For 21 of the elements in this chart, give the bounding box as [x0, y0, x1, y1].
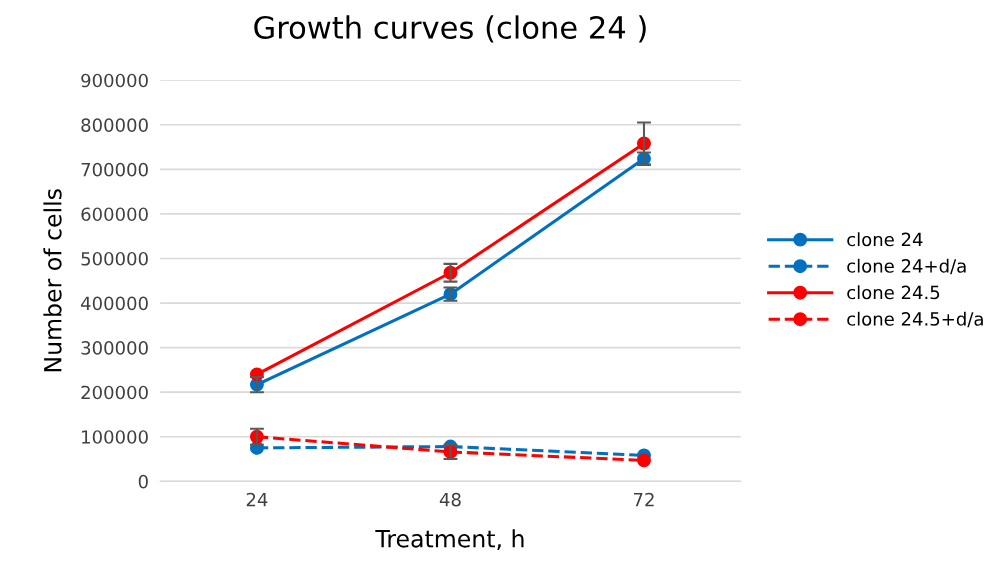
- y-tick-label: 0: [138, 474, 148, 489]
- y-tick-label: 500000: [81, 251, 148, 266]
- legend-label: clone 24.5+d/a: [847, 311, 983, 328]
- x-tick-label: 24: [246, 492, 268, 507]
- x-axis-title: Treatment, h: [375, 529, 524, 551]
- y-tick-label: 100000: [82, 430, 148, 444]
- legend-label: clone 24+d/a: [847, 258, 966, 275]
- y-tick-label: 600000: [81, 207, 148, 222]
- x-tick-label: 48: [439, 492, 461, 507]
- y-tick-label: 300000: [81, 341, 148, 355]
- y-tick-label: 400000: [81, 296, 148, 311]
- y-tick-label: 700000: [81, 162, 148, 177]
- y-tick-label: 200000: [81, 385, 148, 400]
- chart-title: Growth curves (clone 24 ): [254, 15, 646, 43]
- x-tick-label: 72: [633, 492, 654, 507]
- point: [637, 453, 651, 468]
- y-tick-label: 800000: [81, 118, 148, 132]
- y-tick-label: 900000: [81, 73, 148, 88]
- legend-label: clone 24: [847, 232, 923, 247]
- y-axis-title: Number of cells: [43, 189, 62, 372]
- legend-label: clone 24.5: [847, 285, 940, 300]
